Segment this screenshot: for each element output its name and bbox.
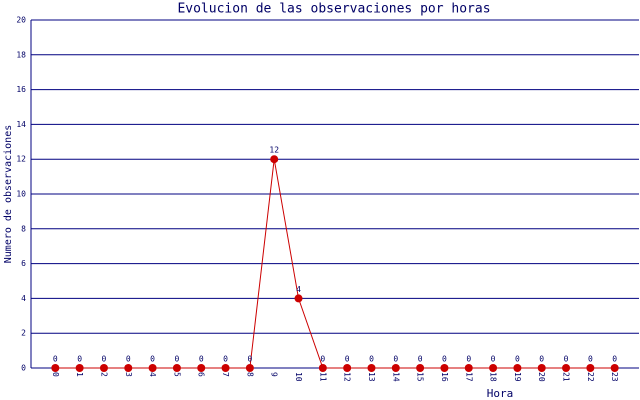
data-label: 0 xyxy=(175,355,180,364)
data-label: 0 xyxy=(369,355,374,364)
point xyxy=(197,364,206,372)
data-label: 0 xyxy=(393,355,398,364)
y-tick-label: 12 xyxy=(16,155,26,164)
point xyxy=(562,364,571,372)
y-tick-label: 14 xyxy=(16,120,26,129)
data-label: 0 xyxy=(588,355,593,364)
x-tick-label: 2 xyxy=(99,372,108,377)
point xyxy=(318,364,327,372)
point xyxy=(51,364,60,372)
point xyxy=(416,364,425,372)
data-label: 0 xyxy=(77,355,82,364)
x-tick-label: 15 xyxy=(416,372,425,382)
point xyxy=(294,294,303,303)
x-tick-label: 7 xyxy=(221,372,230,377)
x-tick-label: 10 xyxy=(294,372,303,382)
data-label: 0 xyxy=(223,355,228,364)
x-tick-label: 14 xyxy=(391,372,400,382)
y-tick-label: 6 xyxy=(21,259,26,268)
x-tick-label: 1 xyxy=(75,372,84,377)
y-tick-label: 20 xyxy=(16,16,26,25)
data-label: 0 xyxy=(466,355,471,364)
point xyxy=(391,364,400,372)
point xyxy=(586,364,595,372)
x-tick-label: 16 xyxy=(440,372,449,382)
data-label: 12 xyxy=(269,146,279,155)
x-tick-label: 23 xyxy=(610,372,619,382)
y-tick-label: 18 xyxy=(16,50,26,59)
point xyxy=(124,364,133,372)
x-tick-label: 22 xyxy=(586,372,595,382)
y-tick-label: 2 xyxy=(21,329,26,338)
y-tick-label: 10 xyxy=(16,190,26,199)
data-label: 0 xyxy=(345,355,350,364)
point xyxy=(489,364,498,372)
y-tick-label: 0 xyxy=(21,364,26,373)
x-tick-label: 13 xyxy=(367,372,376,382)
x-tick-label: 8 xyxy=(245,372,254,377)
x-tick-label: 21 xyxy=(562,372,571,382)
point xyxy=(270,155,279,164)
y-tick-label: 8 xyxy=(21,224,26,233)
data-label: 0 xyxy=(53,355,58,364)
data-label: 4 xyxy=(296,285,301,294)
point xyxy=(440,364,449,372)
data-label: 0 xyxy=(491,355,496,364)
x-tick-label: 5 xyxy=(172,372,181,377)
x-tick-label: 17 xyxy=(464,372,473,382)
y-tick-label: 4 xyxy=(21,294,26,303)
x-tick-label: 19 xyxy=(513,372,522,382)
point xyxy=(245,364,254,372)
data-label: 0 xyxy=(199,355,204,364)
data-label: 0 xyxy=(102,355,107,364)
x-tick-label: 18 xyxy=(489,372,498,382)
point xyxy=(343,364,352,372)
x-axis-label: Hora xyxy=(487,387,514,400)
point xyxy=(99,364,108,372)
point xyxy=(367,364,376,372)
data-label: 0 xyxy=(515,355,520,364)
chart-title: Evolucion de las observaciones por horas xyxy=(177,2,490,17)
data-label: 0 xyxy=(442,355,447,364)
point xyxy=(148,364,157,372)
point xyxy=(221,364,230,372)
x-tick-label: 20 xyxy=(537,372,546,382)
point xyxy=(513,364,522,372)
data-label: 0 xyxy=(539,355,544,364)
x-tick-label: 6 xyxy=(197,372,206,377)
data-label: 0 xyxy=(564,355,569,364)
data-label: 0 xyxy=(418,355,423,364)
x-tick-label: 3 xyxy=(124,372,133,377)
data-label: 0 xyxy=(320,355,325,364)
point xyxy=(75,364,84,372)
line xyxy=(55,159,615,369)
y-axis-label: Numero de observaciones xyxy=(3,125,14,263)
point xyxy=(172,364,181,372)
x-tick-label: 12 xyxy=(343,372,352,382)
point xyxy=(464,364,473,372)
point xyxy=(537,364,546,372)
x-tick-label: 11 xyxy=(318,372,327,382)
data-label: 0 xyxy=(126,355,131,364)
data-label: 0 xyxy=(150,355,155,364)
data-label: 0 xyxy=(247,355,252,364)
data-label: 0 xyxy=(612,355,617,364)
point xyxy=(610,364,619,372)
y-tick-label: 16 xyxy=(16,85,26,94)
x-tick-label: 9 xyxy=(270,372,279,377)
x-tick-label: 0 xyxy=(51,372,60,377)
x-tick-label: 4 xyxy=(148,372,157,377)
